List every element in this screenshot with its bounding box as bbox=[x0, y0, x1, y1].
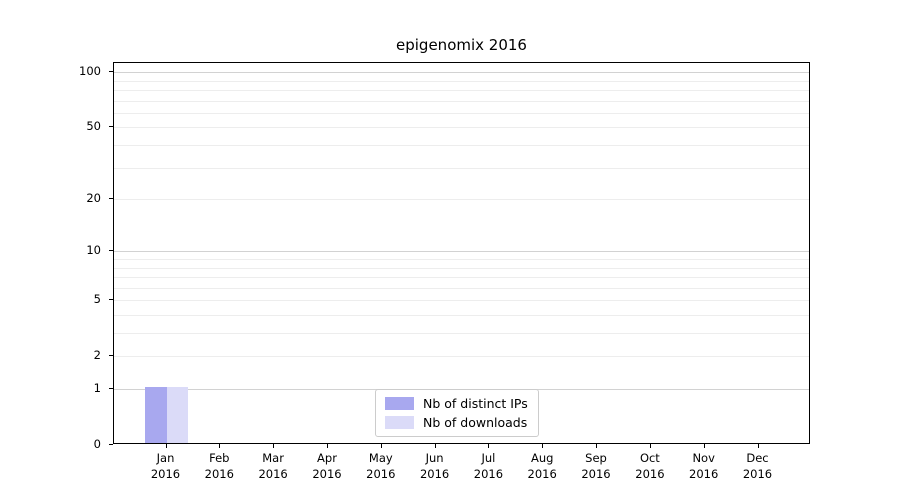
y-tick-20 bbox=[109, 198, 113, 199]
y-tick-label-2: 2 bbox=[93, 347, 101, 362]
gridline-minor-5 bbox=[114, 300, 809, 302]
gridline-minor-30 bbox=[114, 167, 809, 169]
x-tick-label-sep-2016: Sep 2016 bbox=[581, 451, 611, 481]
legend-item-downloads: Nb of downloads bbox=[385, 415, 528, 430]
x-tick-jan-2016 bbox=[165, 444, 167, 448]
legend-item-distinct-ips: Nb of distinct IPs bbox=[385, 396, 528, 411]
gridline-minor-90 bbox=[114, 80, 809, 82]
y-tick-label-10: 10 bbox=[86, 242, 101, 257]
y-tick-label-20: 20 bbox=[86, 190, 101, 205]
x-tick-label-oct-2016: Oct 2016 bbox=[635, 451, 665, 481]
x-tick-apr-2016 bbox=[327, 444, 328, 448]
y-tick-label-50: 50 bbox=[86, 118, 101, 133]
gridline-major-100 bbox=[114, 72, 809, 74]
gridline-minor-50 bbox=[114, 127, 809, 129]
y-tick-5 bbox=[109, 299, 113, 301]
legend: Nb of distinct IPs Nb of downloads bbox=[375, 389, 539, 437]
x-tick-label-jul-2016: Jul 2016 bbox=[473, 451, 504, 481]
gridline-minor-60 bbox=[114, 112, 809, 114]
legend-label-distinct-ips: Nb of distinct IPs bbox=[423, 396, 528, 411]
bar-nb-of-downloads-jan-2016 bbox=[166, 387, 188, 443]
y-tick-label-5: 5 bbox=[93, 291, 101, 306]
y-tick-0 bbox=[109, 444, 113, 445]
y-tick-label-1: 1 bbox=[93, 380, 101, 395]
gridline-minor-20 bbox=[114, 199, 809, 200]
legend-swatch-distinct-ips bbox=[385, 397, 414, 410]
x-tick-dec-2016 bbox=[757, 444, 759, 448]
legend-swatch-downloads bbox=[385, 416, 414, 429]
y-tick-label-0: 0 bbox=[93, 436, 101, 451]
x-tick-jul-2016 bbox=[488, 444, 490, 448]
x-tick-label-may-2016: May 2016 bbox=[366, 451, 396, 481]
x-tick-label-jan-2016: Jan 2016 bbox=[150, 451, 181, 481]
x-tick-label-feb-2016: Feb 2016 bbox=[204, 451, 234, 481]
x-tick-label-aug-2016: Aug 2016 bbox=[527, 451, 557, 481]
x-tick-may-2016 bbox=[380, 444, 382, 448]
y-tick-50 bbox=[109, 126, 113, 128]
y-tick-100 bbox=[109, 71, 113, 73]
x-tick-nov-2016 bbox=[703, 444, 705, 448]
x-tick-label-nov-2016: Nov 2016 bbox=[689, 451, 719, 481]
gridline-minor-9 bbox=[114, 258, 809, 260]
y-tick-1 bbox=[109, 388, 113, 389]
bar-nb-of-distinct-ips-jan-2016 bbox=[145, 387, 167, 443]
gridline-minor-70 bbox=[114, 100, 809, 102]
gridline-minor-3 bbox=[114, 333, 809, 334]
x-tick-label-apr-2016: Apr 2016 bbox=[312, 451, 342, 481]
gridline-minor-4 bbox=[114, 314, 809, 316]
x-tick-label-dec-2016: Dec 2016 bbox=[742, 451, 773, 481]
x-tick-sep-2016 bbox=[596, 444, 597, 448]
chart-title: epigenomix 2016 bbox=[396, 36, 527, 54]
x-tick-label-mar-2016: Mar 2016 bbox=[258, 451, 288, 481]
x-tick-mar-2016 bbox=[273, 444, 275, 448]
gridline-minor-80 bbox=[114, 89, 809, 91]
legend-label-downloads: Nb of downloads bbox=[423, 415, 528, 430]
y-tick-2 bbox=[109, 355, 113, 357]
y-tick-label-100: 100 bbox=[79, 63, 101, 78]
x-tick-feb-2016 bbox=[219, 444, 221, 448]
gridline-minor-6 bbox=[114, 287, 809, 289]
y-tick-10 bbox=[109, 250, 113, 252]
gridline-minor-2 bbox=[114, 356, 809, 358]
x-tick-aug-2016 bbox=[542, 444, 544, 448]
x-tick-oct-2016 bbox=[649, 444, 651, 448]
plot-area bbox=[113, 62, 810, 444]
x-tick-label-jun-2016: Jun 2016 bbox=[419, 451, 450, 481]
gridline-major-10 bbox=[114, 251, 809, 253]
gridline-minor-8 bbox=[114, 267, 809, 269]
x-tick-jun-2016 bbox=[434, 444, 436, 448]
gridline-minor-40 bbox=[114, 144, 809, 146]
gridline-minor-7 bbox=[114, 277, 809, 278]
